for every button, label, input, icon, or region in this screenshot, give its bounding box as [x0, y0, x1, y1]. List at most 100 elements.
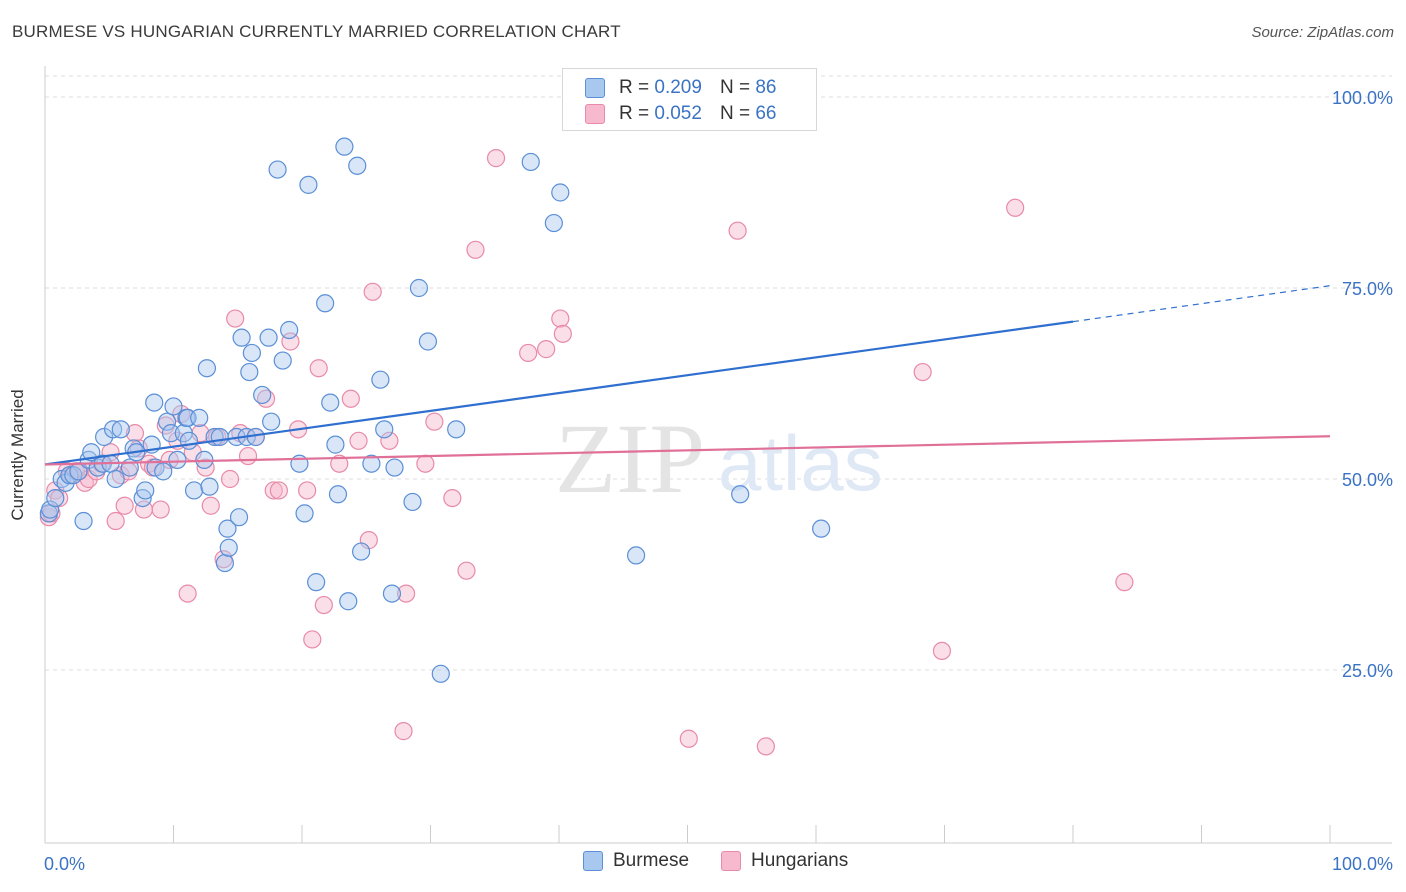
n-label: N = — [719, 77, 751, 98]
hungarian-point — [314, 595, 333, 615]
hungarian-point — [679, 729, 698, 748]
hungarian-point — [913, 362, 932, 382]
hungarian-point — [1006, 198, 1025, 217]
burmese-point — [179, 431, 199, 450]
burmese-point — [74, 511, 93, 531]
burmese-point — [161, 424, 181, 443]
burmese-point — [375, 420, 394, 439]
y-tick-label: 50.0% — [1342, 470, 1393, 490]
hungarian-point — [151, 500, 170, 519]
burmese-swatch — [583, 851, 603, 871]
burmese-point — [326, 435, 345, 454]
burmese-point — [268, 160, 287, 179]
burmese-point — [299, 175, 318, 194]
burmese-point — [418, 332, 438, 351]
burmese-r-value: 0.209 — [654, 77, 702, 98]
hungarian-point — [756, 737, 775, 756]
burmese-point — [210, 427, 229, 447]
y-tick-label: 25.0% — [1342, 661, 1393, 681]
hungarian-point — [238, 446, 258, 466]
burmese-point — [551, 183, 570, 202]
burmese-point — [184, 481, 204, 500]
burmese-point — [812, 519, 831, 538]
burmese-point — [41, 500, 60, 519]
burmese-point — [626, 546, 646, 565]
hungarian-n-value: 66 — [755, 103, 777, 124]
hungarian-point — [363, 282, 382, 301]
burmese-point — [409, 278, 429, 298]
burmese-point — [521, 152, 540, 172]
burmese-point — [232, 328, 251, 347]
legend-item-hungarians[interactable]: Hungarians — [721, 850, 848, 872]
hungarian-point — [932, 641, 952, 661]
hungarian-point — [226, 309, 245, 328]
series-legend: Burmese Hungarians — [583, 850, 880, 872]
burmese-point — [316, 294, 335, 313]
hungarian-point — [466, 240, 485, 259]
burmese-point — [362, 454, 381, 473]
burmese-trend-line — [44, 320, 1074, 466]
burmese-point — [352, 542, 371, 561]
burmese-point — [431, 664, 450, 683]
r-label: R = — [619, 77, 650, 98]
burmese-point — [382, 584, 402, 603]
burmese-trend-extension — [1072, 285, 1331, 323]
watermark-atlas: atlas — [718, 419, 883, 507]
hungarian-point — [201, 496, 220, 515]
hungarian-point — [425, 412, 444, 431]
hungarian-point — [115, 496, 134, 515]
burmese-n-value: 86 — [755, 77, 777, 98]
burmese-point — [190, 408, 209, 427]
hungarian-swatch — [721, 851, 742, 871]
burmese-swatch — [585, 78, 605, 98]
burmese-point — [104, 420, 123, 439]
burmese-point — [544, 213, 563, 233]
hungarian-point — [486, 149, 506, 168]
hungarian-swatch — [585, 104, 605, 124]
hungarian-point — [1115, 573, 1134, 592]
burmese-point — [197, 359, 217, 378]
burmese-point — [219, 538, 238, 557]
burmese-point — [106, 469, 125, 489]
burmese-point — [328, 485, 348, 504]
hungarian-point — [380, 431, 399, 450]
hungarian-point — [330, 454, 349, 473]
hungarian-point — [303, 630, 322, 649]
x-tick-label-min: 0.0% — [44, 854, 85, 874]
burmese-point — [242, 343, 261, 363]
hungarian-point — [416, 454, 435, 473]
burmese-point — [403, 492, 422, 512]
legend-row-burmese: R = 0.209 N = 86 — [585, 76, 776, 100]
burmese-point — [348, 156, 367, 175]
burmese-point — [215, 553, 234, 573]
burmese-point — [371, 370, 390, 389]
hungarian-point — [264, 481, 283, 500]
hungarian-point — [443, 489, 462, 508]
legend-label-hungarians: Hungarians — [751, 850, 849, 871]
chart-title: BURMESE VS HUNGARIAN CURRENTLY MARRIED C… — [12, 22, 621, 41]
hungarian-point — [269, 481, 288, 500]
hungarian-point — [728, 221, 747, 240]
legend-row-hungarians: R = 0.052 N = 66 — [585, 102, 776, 126]
burmese-point — [60, 466, 79, 485]
hungarian-point — [220, 469, 240, 489]
watermark-zip: ZIP — [555, 403, 705, 514]
legend-label-burmese: Burmese — [613, 850, 690, 871]
y-tick-label: 75.0% — [1342, 279, 1393, 299]
hungarian-point — [160, 450, 179, 469]
burmese-point — [111, 420, 130, 439]
burmese-point — [321, 393, 340, 412]
burmese-point — [335, 137, 354, 156]
burmese-point — [164, 397, 183, 416]
burmese-point — [46, 489, 65, 508]
hungarian-point — [298, 481, 317, 500]
burmese-point — [307, 573, 326, 592]
burmese-point — [154, 462, 173, 481]
burmese-point — [385, 458, 404, 477]
burmese-point — [229, 508, 249, 527]
source-label: Source: ZipAtlas.com — [1251, 24, 1394, 41]
legend-item-burmese[interactable]: Burmese — [583, 850, 689, 872]
x-tick-label-max: 100.0% — [1332, 854, 1393, 874]
r-label: R = — [619, 103, 650, 124]
burmese-point — [253, 385, 272, 405]
